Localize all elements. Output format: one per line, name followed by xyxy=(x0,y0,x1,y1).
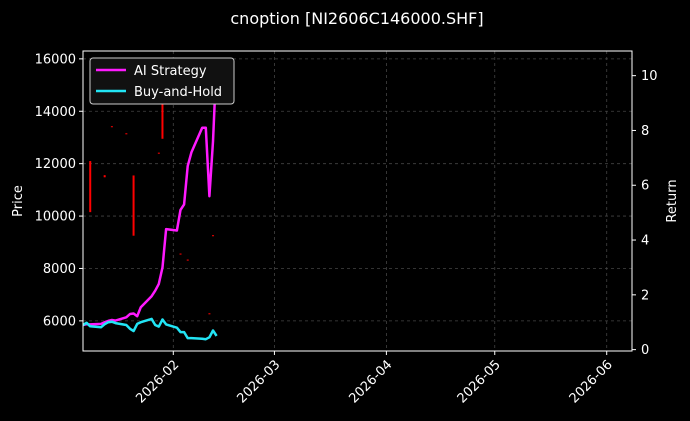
y-tick-label: 12000 xyxy=(35,157,76,172)
y-right-tick-label: 4 xyxy=(641,234,649,249)
y-right-tick-label: 6 xyxy=(641,179,649,194)
y-axis-left-ticks: 6000 8000 10000 12000 14000 16000 xyxy=(35,52,83,329)
y-right-tick-label: 8 xyxy=(641,124,649,139)
y-axis-right-label: Return xyxy=(665,179,680,222)
chart-title: cnoption [NI2606C146000.SHF] xyxy=(230,9,483,28)
y-tick-label: 16000 xyxy=(35,52,76,67)
plot-frame xyxy=(82,50,633,352)
y-right-tick-label: 2 xyxy=(641,288,649,303)
y-right-tick-label: 10 xyxy=(641,69,658,84)
y-tick-label: 10000 xyxy=(35,210,76,225)
legend: AI Strategy Buy-and-Hold xyxy=(89,57,235,105)
legend-buy-and-hold-label: Buy-and-Hold xyxy=(134,85,222,100)
series-lines xyxy=(82,59,218,341)
legend-ai-strategy-label: AI Strategy xyxy=(134,64,207,79)
buy-and-hold-line xyxy=(82,317,218,341)
y-tick-label: 6000 xyxy=(43,314,76,329)
ai-strategy-line xyxy=(82,59,218,327)
y-right-tick-label: 0 xyxy=(641,343,649,358)
y-axis-right-ticks: 0 2 4 6 8 10 xyxy=(632,69,658,358)
y-axis-left-label: Price xyxy=(11,185,26,217)
y-tick-label: 14000 xyxy=(35,105,76,120)
y-tick-label: 8000 xyxy=(43,262,76,277)
